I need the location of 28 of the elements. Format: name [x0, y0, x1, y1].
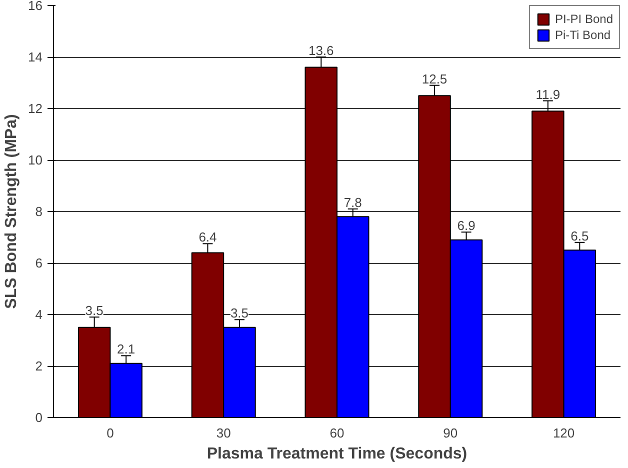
- data-label: 3.5: [230, 306, 249, 321]
- y-tick-label: 6: [35, 256, 43, 270]
- x-tick-label: 0: [106, 426, 114, 440]
- data-label: 2.1: [117, 342, 136, 357]
- data-label: 6.9: [457, 218, 476, 234]
- x-tick-label: 30: [216, 426, 231, 440]
- y-tick-label: 14: [28, 50, 43, 64]
- data-label: 6.4: [198, 230, 217, 245]
- data-label: 3.5: [85, 303, 104, 318]
- y-tick-label: 10: [28, 152, 43, 168]
- y-tick-label: 0: [35, 410, 43, 425]
- y-tick-label: 12: [28, 101, 43, 116]
- x-tick-label: 60: [330, 426, 344, 440]
- data-label: 13.6: [308, 43, 334, 58]
- data-label: 7.8: [344, 194, 362, 210]
- y-tick-label: 16: [28, 0, 43, 13]
- data-label: 12.5: [422, 71, 448, 86]
- x-axis-title: Plasma Treatment Time (Seconds): [206, 446, 468, 462]
- y-tick-label: 8: [35, 204, 43, 219]
- y-axis-title: SLS Bond Strength (MPa): [3, 114, 20, 309]
- data-label: 11.9: [536, 86, 560, 102]
- y-tick-label: 2: [35, 358, 43, 374]
- x-tick-label: 120: [552, 426, 575, 440]
- data-label: 6.5: [570, 228, 589, 244]
- legend-label: Pi-Ti Bond: [554, 28, 611, 42]
- x-tick-label: 90: [443, 426, 458, 440]
- y-tick-label: 4: [35, 307, 43, 322]
- legend-label: PI-PI Bond: [554, 12, 613, 26]
